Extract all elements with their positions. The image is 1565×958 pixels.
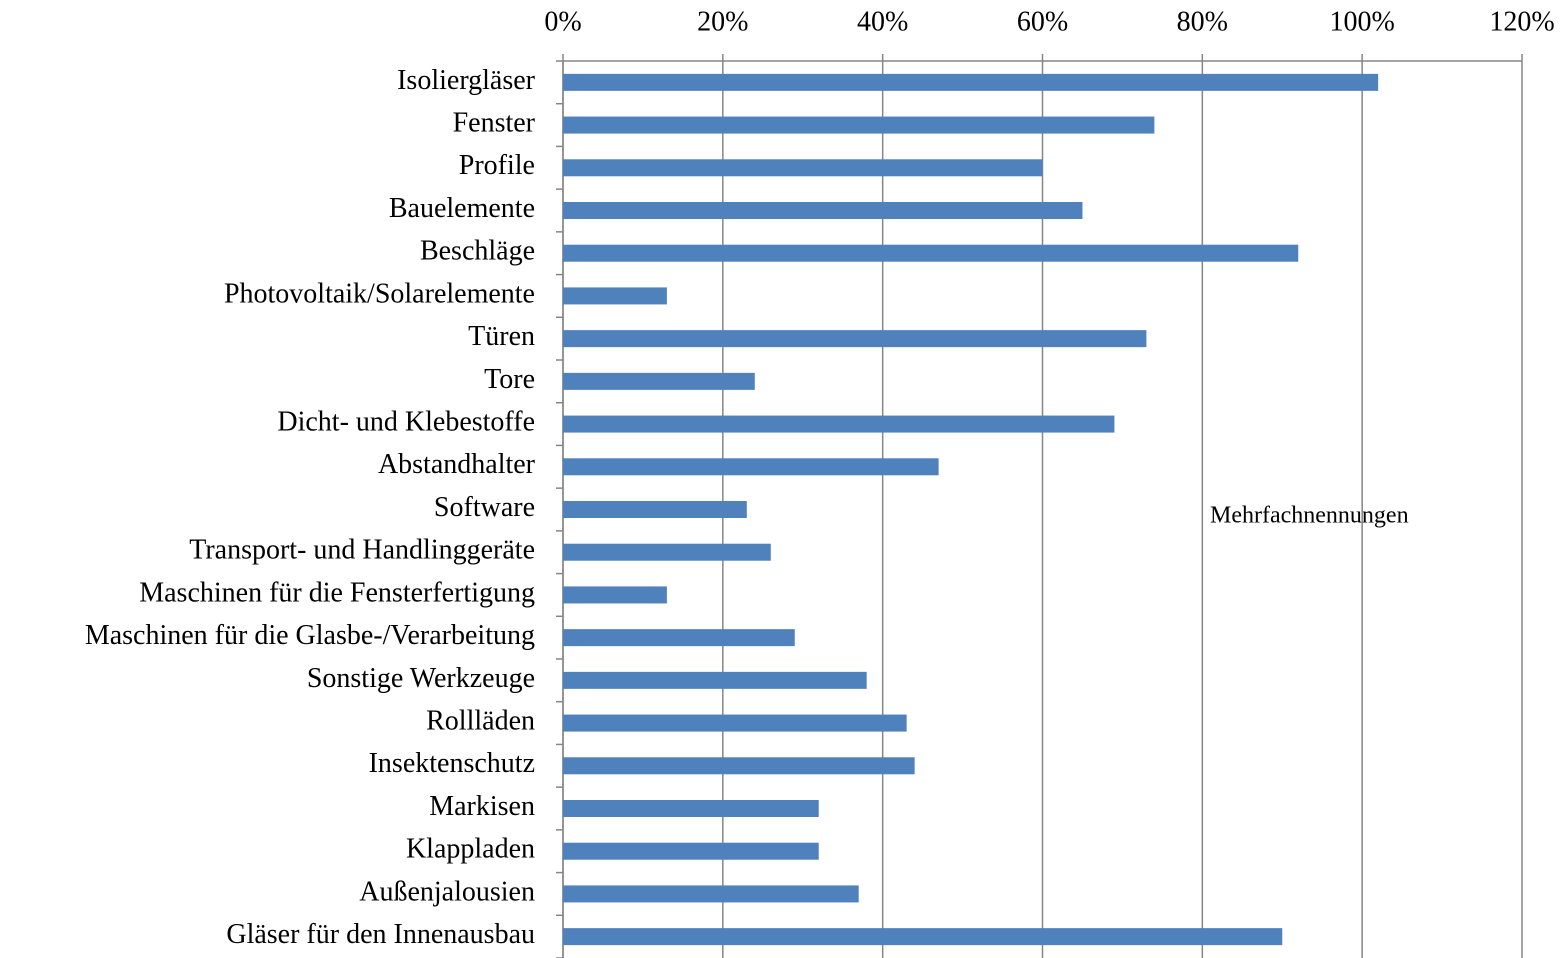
bar	[563, 586, 667, 604]
bar	[563, 629, 795, 647]
y-tick-label: Fenster	[453, 107, 536, 138]
bar	[563, 287, 667, 305]
y-tick-label: Maschinen für die Glasbe-/Verarbeitung	[85, 620, 535, 651]
y-tick-label: Bauelemente	[389, 193, 535, 224]
bar	[563, 458, 939, 476]
bar	[563, 885, 859, 903]
bar	[563, 671, 867, 689]
y-tick-label: Photovoltaik/Solarelemente	[224, 278, 535, 309]
y-tick-label: Tore	[484, 364, 535, 395]
bar	[563, 928, 1283, 946]
y-tick-label: Insektenschutz	[369, 748, 535, 779]
x-tick-label: 120%	[1489, 6, 1554, 37]
y-tick-label: Klappladen	[406, 834, 535, 865]
y-tick-label: Rollläden	[426, 705, 535, 736]
y-tick-label: Außenjalousien	[359, 876, 535, 907]
bar	[563, 501, 747, 518]
x-tick-label: 20%	[697, 6, 748, 37]
bar	[563, 159, 1043, 177]
annotation: Mehrfachnennungen	[1210, 503, 1409, 529]
y-tick-label: Markisen	[429, 791, 535, 822]
bar	[563, 415, 1115, 433]
bar	[563, 714, 907, 732]
y-tick-label: Dicht- und Klebestoffe	[277, 406, 535, 437]
x-tick-label: 100%	[1330, 6, 1395, 37]
bar	[563, 116, 1155, 134]
bar	[563, 842, 819, 860]
bar	[563, 330, 1147, 348]
y-tick-label: Maschinen für die Fensterfertigung	[139, 577, 535, 608]
bar	[563, 543, 771, 561]
y-tick-label: Beschläge	[420, 236, 535, 267]
bar	[563, 757, 915, 775]
bar	[563, 202, 1083, 219]
x-tick-label: 40%	[857, 6, 908, 37]
x-tick-label: 60%	[1017, 6, 1068, 37]
y-tick-label: Abstandhalter	[378, 449, 536, 480]
y-tick-label: Türen	[468, 321, 535, 352]
x-tick-label: 0%	[544, 6, 581, 37]
x-tick-label: 80%	[1177, 6, 1228, 37]
y-tick-label: Gläser für den Innenausbau	[226, 919, 535, 950]
bar	[563, 244, 1299, 262]
y-tick-label: Software	[434, 492, 535, 523]
y-tick-label: Profile	[459, 150, 535, 181]
y-tick-label: Sonstige Werkzeuge	[307, 663, 535, 694]
bar	[563, 800, 819, 817]
y-tick-label: Isoliergläser	[397, 65, 536, 96]
bar	[563, 73, 1379, 91]
y-tick-label: Transport- und Handlinggeräte	[189, 535, 535, 566]
bar	[563, 372, 755, 390]
